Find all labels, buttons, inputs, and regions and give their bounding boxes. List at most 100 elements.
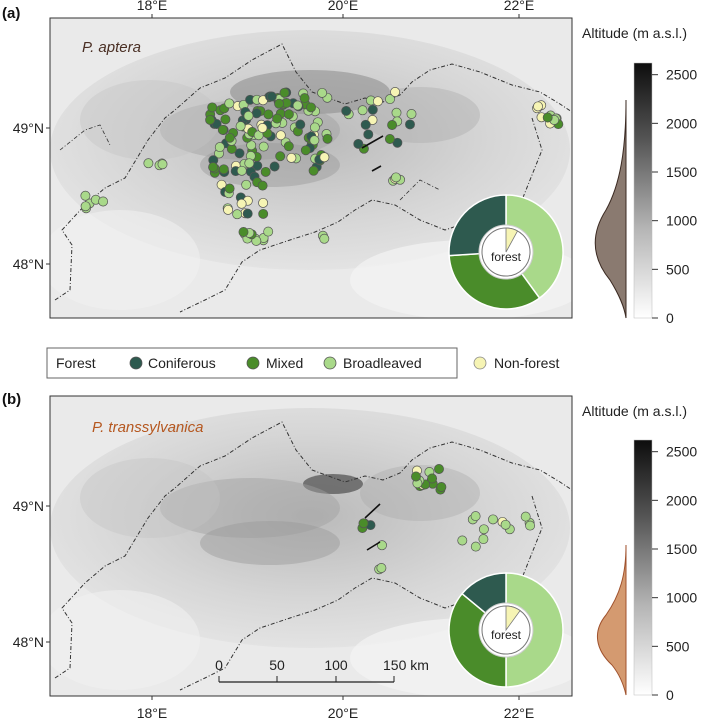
arrow-marker	[361, 135, 384, 149]
map-b: forest P. transsylvanica 0 50 100 150 km	[49, 395, 573, 697]
species-name-b: P. transsylvanica	[92, 419, 203, 436]
occurrence-point	[372, 96, 383, 107]
occurrence-point	[275, 130, 286, 141]
occurrence-point	[217, 124, 228, 135]
occurrence-point	[309, 135, 320, 146]
axis-b: 18°E 20°E 22°E 49°N 48°N	[13, 498, 535, 721]
lat-tick: 49°N	[13, 498, 44, 514]
occurrence-point	[500, 519, 511, 530]
occurrence-point	[214, 142, 225, 153]
occurrence-point	[391, 172, 401, 183]
occurrence-point	[224, 98, 235, 109]
altitude-tick: 1500	[666, 541, 697, 557]
altitude-tick: 500	[666, 638, 690, 654]
occurrence-point	[283, 109, 294, 120]
occurrence-point	[243, 110, 254, 121]
occurrence-point	[478, 534, 489, 545]
occurrence-point	[391, 107, 402, 118]
occurrence-point	[385, 94, 395, 105]
occurrence-point	[292, 100, 303, 111]
occurrence-point	[341, 105, 352, 116]
occurrence-point	[376, 563, 387, 573]
scale-bar: 0 50 100 150 km	[215, 657, 429, 683]
occurrence-point	[525, 520, 536, 531]
altitude-tick: 1500	[666, 164, 697, 180]
arrow-marker	[364, 503, 381, 519]
altitude-tick: 0	[666, 687, 674, 703]
occurrence-point	[286, 152, 297, 163]
occurrence-point	[241, 179, 252, 190]
occurrence-point	[434, 464, 444, 474]
occurrence-point	[223, 204, 234, 215]
occurrence-point	[257, 123, 268, 133]
occurrence-point	[263, 226, 274, 237]
occurrence-point	[520, 511, 531, 522]
pie-non-forest	[505, 227, 519, 253]
lat-tick: 48°N	[13, 634, 44, 650]
occurrence-point	[367, 104, 378, 115]
occurrence-point	[157, 159, 168, 170]
scale-tick: 0	[215, 657, 223, 673]
occurrence-point	[406, 109, 417, 119]
occurrence-point	[488, 514, 498, 525]
legend-item: Non-forest	[494, 355, 559, 371]
altitude-tick: 2000	[666, 115, 697, 131]
altitude-tick: 2500	[666, 67, 697, 83]
occurrence-point	[436, 482, 447, 492]
occurrence-point	[478, 524, 489, 535]
occurrence-point	[299, 93, 310, 104]
pie-non-forest	[505, 605, 521, 632]
border-line	[59, 124, 441, 201]
lon-tick: 18°E	[137, 0, 168, 13]
lon-tick: 22°E	[504, 705, 535, 721]
border-line	[54, 421, 573, 679]
scale-tick: 100	[324, 657, 348, 673]
occurrence-point	[224, 183, 235, 194]
occurrence-point	[358, 518, 369, 529]
legend-item: Coniferous	[148, 355, 216, 371]
occurrence-point	[232, 209, 243, 220]
altitude-scale-b: Altitude (m a.s.l.) 2500 2000 1500 1000 500 0	[582, 403, 697, 703]
occurrence-point	[98, 196, 109, 207]
lat-tick: 48°N	[13, 256, 44, 272]
occurrence-point	[260, 166, 271, 177]
occurrence-point	[470, 541, 481, 552]
occurrence-point	[235, 121, 246, 132]
occurrence-point	[411, 471, 421, 482]
occurrence-point	[319, 152, 330, 163]
occurrence-point	[309, 122, 320, 133]
occurrence-points-a	[80, 87, 564, 246]
forest-pie-a: forest	[448, 194, 564, 310]
occurrence-point	[224, 132, 235, 143]
occurrence-point	[387, 120, 398, 130]
occurrence-point	[263, 109, 274, 120]
occurrence-point	[384, 134, 395, 144]
occurrence-point	[251, 108, 262, 119]
occurrence-point	[295, 119, 306, 130]
lon-tick: 20°E	[328, 0, 359, 13]
occurrence-point	[319, 233, 330, 244]
occurrence-point	[279, 87, 290, 98]
legend-title: Forest	[56, 355, 96, 371]
occurrence-point	[257, 180, 268, 191]
lon-tick: 20°E	[328, 705, 359, 721]
occurrence-point	[208, 162, 219, 173]
altitude-tick: 1000	[666, 590, 697, 606]
scale-tick: 50	[269, 657, 285, 673]
occurrence-point	[258, 141, 269, 152]
occurrence-point	[246, 140, 257, 151]
panel-a-label: (a)	[2, 5, 20, 22]
occurrence-point	[242, 208, 253, 219]
occurrence-point	[317, 87, 328, 98]
occurrence-point	[236, 165, 247, 176]
occurrence-point	[470, 511, 481, 522]
occurrence-point	[143, 158, 154, 169]
occurrence-point	[234, 148, 245, 159]
occurrence-point	[300, 145, 311, 156]
altitude-tick: 2500	[666, 444, 697, 460]
pie-slice	[505, 194, 564, 300]
occurrence-point	[272, 113, 283, 124]
altitude-tick: 2000	[666, 492, 697, 508]
map-a: forest P. aptera	[49, 17, 573, 319]
